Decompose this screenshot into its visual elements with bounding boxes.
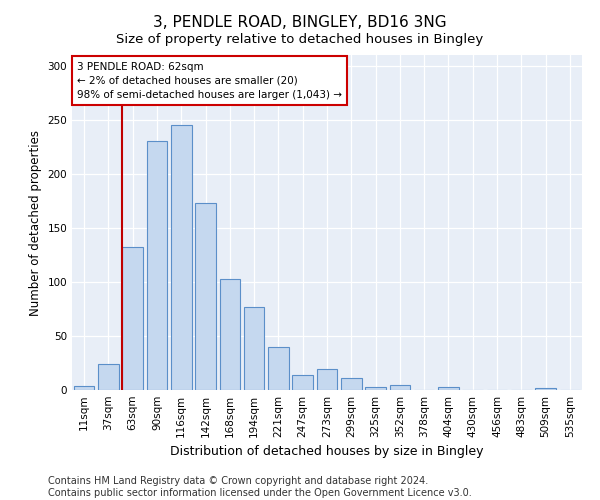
Bar <box>292 375 313 390</box>
X-axis label: Distribution of detached houses by size in Bingley: Distribution of detached houses by size … <box>170 446 484 458</box>
Bar <box>220 278 240 390</box>
Bar <box>317 370 337 390</box>
Bar <box>438 387 459 390</box>
Bar <box>195 203 216 390</box>
Bar <box>244 307 265 390</box>
Bar <box>535 388 556 390</box>
Bar <box>365 387 386 390</box>
Bar <box>122 248 143 390</box>
Bar <box>341 378 362 390</box>
Bar <box>268 347 289 390</box>
Bar <box>389 384 410 390</box>
Bar <box>74 386 94 390</box>
Bar <box>146 142 167 390</box>
Bar <box>98 364 119 390</box>
Bar <box>171 125 191 390</box>
Text: 3, PENDLE ROAD, BINGLEY, BD16 3NG: 3, PENDLE ROAD, BINGLEY, BD16 3NG <box>153 15 447 30</box>
Text: 3 PENDLE ROAD: 62sqm
← 2% of detached houses are smaller (20)
98% of semi-detach: 3 PENDLE ROAD: 62sqm ← 2% of detached ho… <box>77 62 342 100</box>
Text: Size of property relative to detached houses in Bingley: Size of property relative to detached ho… <box>116 32 484 46</box>
Text: Contains HM Land Registry data © Crown copyright and database right 2024.
Contai: Contains HM Land Registry data © Crown c… <box>48 476 472 498</box>
Y-axis label: Number of detached properties: Number of detached properties <box>29 130 42 316</box>
